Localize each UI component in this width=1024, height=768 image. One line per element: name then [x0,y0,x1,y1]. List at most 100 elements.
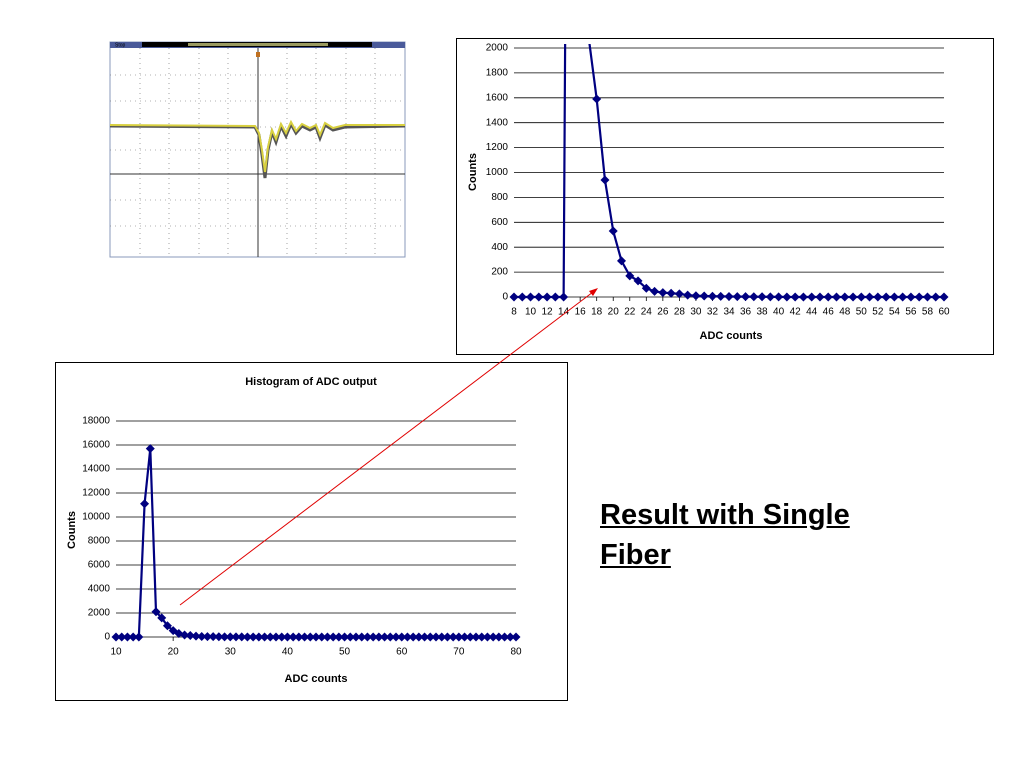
data-point [345,632,355,642]
data-point [260,632,270,642]
x-tick-label: 70 [453,647,465,658]
data-point [180,630,190,640]
y-tick-label: 8000 [88,536,111,547]
x-tick-label: 80 [510,647,522,658]
x-tick-label: 52 [872,307,884,318]
x-tick-label: 50 [339,647,351,658]
data-point [300,632,310,642]
data-point [448,632,458,642]
data-point [442,632,452,642]
plot-area [111,444,521,642]
data-point [191,631,201,641]
data-point [674,289,684,299]
y-tick-label: 0 [104,632,110,643]
x-tick-label: 60 [396,647,408,658]
x-tick-label: 42 [790,307,802,318]
x-tick-label: 60 [938,307,950,318]
slide-heading: Result with Single Fiber [600,499,850,571]
data-point [220,632,230,642]
y-tick-label: 12000 [82,488,110,499]
data-point [157,613,167,623]
data-point [732,292,742,302]
scope-bar-mark [188,43,328,46]
data-point [425,632,435,642]
data-point [397,632,407,642]
data-point [391,632,401,642]
x-tick-label: 10 [110,647,122,658]
data-point [848,292,858,302]
x-tick-label: 20 [608,307,620,318]
zoom-arrow [179,291,594,606]
x-tick-label: 56 [905,307,917,318]
y-tick-label: 400 [491,242,508,253]
data-line [116,448,516,639]
zoom-arrow-head [589,288,598,296]
data-point [357,632,367,642]
x-tick-label: 46 [823,307,835,318]
data-point [465,632,475,642]
data-point [380,632,390,642]
data-point [840,292,850,302]
y-tick-label: 4000 [88,584,111,595]
y-tick-label: 800 [491,192,508,203]
data-point [500,632,510,642]
data-point [208,632,218,642]
x-tick-label: 58 [922,307,934,318]
y-tick-label: 1800 [486,68,509,79]
data-point [666,288,676,298]
data-point [185,630,195,640]
data-point [242,632,252,642]
chart-frame [456,38,994,355]
data-point [288,632,298,642]
data-point [798,292,808,302]
data-point [294,632,304,642]
y-tick-label: 2000 [486,43,509,54]
data-point [939,292,949,302]
data-line [514,44,944,299]
data-point [906,292,916,302]
data-point [334,632,344,642]
data-point [691,291,701,301]
data-point [509,292,519,302]
x-tick-label: 16 [575,307,587,318]
data-point [592,94,602,104]
x-tick-label: 10 [525,307,537,318]
chart-title: Histogram of ADC output [245,376,377,388]
data-point [922,292,932,302]
scope-trigger [256,52,260,57]
data-point [724,292,734,302]
scope-image: Stop [109,41,406,258]
x-tick-label: 22 [624,307,636,318]
y-tick-label: 16000 [82,440,110,451]
x-tick-label: 30 [225,647,237,658]
data-point [873,292,883,302]
data-point [749,292,759,302]
x-tick-label: 34 [723,307,735,318]
data-point [650,286,660,296]
data-point [214,632,224,642]
data-point [881,292,891,302]
data-point [482,632,492,642]
data-point [145,444,155,454]
scope-trace [109,119,405,173]
data-point [815,292,825,302]
data-point [832,292,841,302]
x-tick-label: 44 [806,307,818,318]
data-point [351,632,361,642]
data-point [856,292,866,302]
data-point [757,292,767,302]
x-tick-label: 28 [674,307,686,318]
x-tick-label: 50 [856,307,868,318]
data-point [505,632,515,642]
data-point [385,632,395,642]
data-point [658,288,668,298]
data-point [550,292,560,302]
data-point [362,632,372,642]
data-point [517,292,527,302]
plot-area [509,44,949,302]
x-tick-label: 48 [839,307,851,318]
data-point [889,292,899,302]
data-point [431,632,441,642]
data-point [420,632,430,642]
x-tick-label: 20 [168,647,180,658]
